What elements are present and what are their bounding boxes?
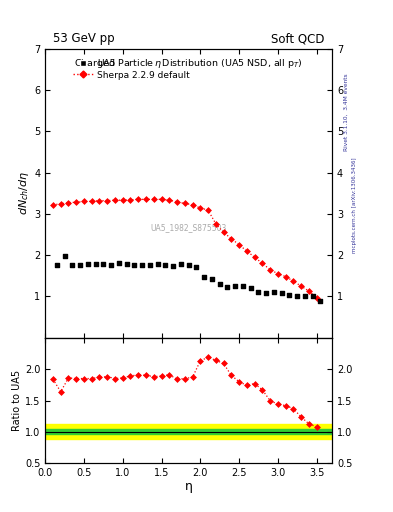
- Sherpa 2.2.9 default: [151, 196, 156, 202]
- Legend: UA5, Sherpa 2.2.9 default: UA5, Sherpa 2.2.9 default: [73, 59, 190, 80]
- Sherpa 2.2.9 default: [174, 199, 179, 205]
- Sherpa 2.2.9 default: [213, 221, 218, 227]
- Sherpa 2.2.9 default: [66, 200, 71, 206]
- UA5: [217, 281, 223, 289]
- Sherpa 2.2.9 default: [105, 198, 110, 204]
- Sherpa 2.2.9 default: [252, 254, 257, 260]
- Sherpa 2.2.9 default: [221, 229, 226, 236]
- UA5: [154, 260, 161, 268]
- Text: mcplots.cern.ch [arXiv:1306.3436]: mcplots.cern.ch [arXiv:1306.3436]: [352, 157, 357, 252]
- UA5: [294, 292, 300, 301]
- Sherpa 2.2.9 default: [159, 196, 164, 202]
- UA5: [248, 284, 254, 292]
- UA5: [100, 260, 107, 268]
- Sherpa 2.2.9 default: [244, 248, 249, 254]
- Sherpa 2.2.9 default: [74, 199, 79, 205]
- Sherpa 2.2.9 default: [268, 266, 272, 272]
- Sherpa 2.2.9 default: [206, 207, 210, 213]
- Sherpa 2.2.9 default: [299, 283, 303, 289]
- UA5: [116, 259, 122, 267]
- UA5: [255, 288, 262, 296]
- UA5: [209, 275, 215, 284]
- UA5: [201, 273, 207, 281]
- UA5: [77, 261, 83, 269]
- Sherpa 2.2.9 default: [237, 242, 241, 248]
- UA5: [123, 260, 130, 268]
- Text: Soft QCD: Soft QCD: [271, 32, 324, 45]
- UA5: [263, 289, 269, 297]
- UA5: [108, 261, 114, 269]
- UA5: [147, 261, 153, 269]
- UA5: [85, 260, 91, 268]
- Text: Charged Particle$\,\eta\,$Distribution (UA5 NSD, all p$_T$): Charged Particle$\,\eta\,$Distribution (…: [74, 57, 303, 70]
- Sherpa 2.2.9 default: [190, 202, 195, 208]
- UA5: [271, 288, 277, 296]
- Sherpa 2.2.9 default: [143, 196, 148, 202]
- UA5: [92, 260, 99, 268]
- UA5: [131, 261, 138, 269]
- Sherpa 2.2.9 default: [113, 197, 118, 203]
- UA5: [302, 292, 308, 300]
- Sherpa 2.2.9 default: [182, 200, 187, 206]
- Y-axis label: Ratio to UA5: Ratio to UA5: [12, 370, 22, 431]
- Sherpa 2.2.9 default: [136, 196, 141, 202]
- Line: Sherpa 2.2.9 default: Sherpa 2.2.9 default: [51, 197, 319, 300]
- Sherpa 2.2.9 default: [314, 294, 319, 301]
- UA5: [279, 289, 285, 297]
- UA5: [54, 261, 60, 269]
- Sherpa 2.2.9 default: [128, 197, 133, 203]
- Sherpa 2.2.9 default: [260, 260, 264, 266]
- UA5: [139, 261, 145, 269]
- Sherpa 2.2.9 default: [167, 197, 172, 203]
- UA5: [185, 261, 192, 269]
- UA5: [193, 263, 200, 271]
- UA5: [286, 291, 292, 299]
- Text: 53 GeV pp: 53 GeV pp: [53, 32, 115, 45]
- UA5: [162, 261, 169, 269]
- Sherpa 2.2.9 default: [120, 197, 125, 203]
- UA5: [69, 261, 75, 269]
- Text: Rivet 3.1.10,  3.4M events: Rivet 3.1.10, 3.4M events: [344, 74, 349, 152]
- Sherpa 2.2.9 default: [97, 198, 102, 204]
- Sherpa 2.2.9 default: [51, 202, 55, 208]
- X-axis label: η: η: [185, 480, 193, 493]
- Sherpa 2.2.9 default: [307, 288, 311, 294]
- Text: UA5_1982_S875503: UA5_1982_S875503: [151, 223, 227, 232]
- Y-axis label: $dN_{ch}/d\eta$: $dN_{ch}/d\eta$: [17, 171, 31, 216]
- UA5: [232, 282, 238, 290]
- Sherpa 2.2.9 default: [291, 278, 296, 284]
- UA5: [224, 283, 231, 291]
- Sherpa 2.2.9 default: [58, 201, 63, 207]
- Sherpa 2.2.9 default: [198, 205, 203, 211]
- UA5: [310, 292, 316, 301]
- UA5: [317, 296, 323, 305]
- UA5: [240, 282, 246, 290]
- UA5: [61, 252, 68, 261]
- UA5: [170, 262, 176, 270]
- Sherpa 2.2.9 default: [229, 236, 234, 242]
- Sherpa 2.2.9 default: [275, 271, 280, 277]
- Sherpa 2.2.9 default: [283, 273, 288, 280]
- Sherpa 2.2.9 default: [89, 198, 94, 204]
- Sherpa 2.2.9 default: [82, 198, 86, 204]
- UA5: [178, 260, 184, 268]
